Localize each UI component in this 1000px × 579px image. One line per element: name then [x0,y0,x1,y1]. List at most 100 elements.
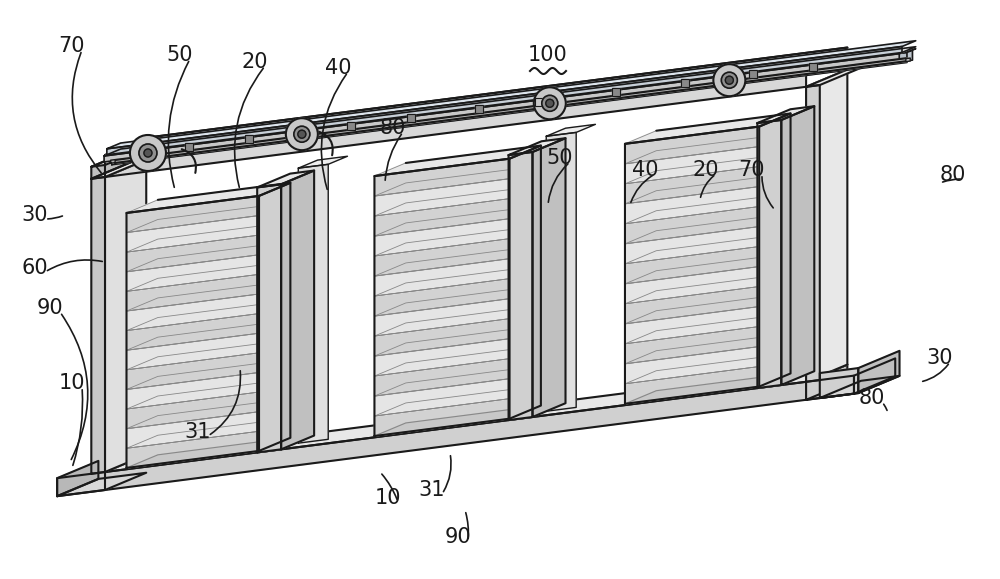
Polygon shape [374,266,541,296]
Polygon shape [107,46,902,155]
Polygon shape [259,379,290,412]
Polygon shape [625,294,791,324]
Polygon shape [759,294,791,327]
Polygon shape [510,206,541,239]
Polygon shape [625,127,759,164]
Polygon shape [374,206,541,236]
Polygon shape [820,368,858,398]
Polygon shape [510,145,541,179]
Polygon shape [510,306,541,339]
Polygon shape [374,239,510,276]
Polygon shape [126,431,259,468]
Polygon shape [281,171,314,449]
Circle shape [542,96,558,111]
Polygon shape [546,133,576,411]
Polygon shape [112,50,912,155]
Polygon shape [126,222,290,252]
Bar [347,122,355,130]
Polygon shape [105,47,847,155]
Polygon shape [298,156,347,168]
Polygon shape [374,399,510,436]
Text: 80: 80 [940,165,966,185]
Bar [407,114,415,122]
Polygon shape [298,164,328,443]
Polygon shape [806,85,820,382]
Bar [475,105,483,113]
Polygon shape [625,347,759,384]
Polygon shape [625,226,759,264]
Polygon shape [126,235,259,272]
Polygon shape [625,334,791,364]
Polygon shape [510,365,541,399]
Polygon shape [105,65,806,177]
Polygon shape [806,68,861,87]
Polygon shape [374,199,510,236]
Polygon shape [510,186,541,219]
Polygon shape [625,146,759,184]
Polygon shape [107,41,916,149]
Polygon shape [126,418,290,448]
Polygon shape [91,177,105,474]
Polygon shape [126,196,259,233]
Polygon shape [509,152,532,420]
Text: 30: 30 [927,348,953,368]
Polygon shape [510,285,541,318]
Polygon shape [759,233,791,266]
Polygon shape [806,69,847,382]
Polygon shape [126,215,259,252]
Polygon shape [759,193,791,226]
Bar [245,135,253,143]
Polygon shape [374,358,510,396]
Polygon shape [259,281,290,314]
Polygon shape [759,353,791,387]
Polygon shape [91,160,146,179]
Polygon shape [854,358,895,394]
Polygon shape [126,340,290,370]
Polygon shape [257,171,314,188]
Circle shape [713,64,745,96]
Polygon shape [374,346,541,376]
Polygon shape [374,145,541,176]
Polygon shape [625,306,759,344]
Polygon shape [625,207,759,244]
Polygon shape [117,49,916,152]
Polygon shape [112,53,907,165]
Polygon shape [510,346,541,379]
Bar [185,143,193,151]
Text: 100: 100 [528,45,568,65]
Polygon shape [126,372,259,409]
Polygon shape [625,153,791,184]
Bar [475,105,483,113]
Bar [612,88,620,96]
Polygon shape [259,261,290,294]
Polygon shape [374,365,541,396]
Polygon shape [759,313,791,347]
Polygon shape [146,47,847,160]
Polygon shape [126,255,259,291]
Polygon shape [104,47,916,156]
Polygon shape [625,233,791,264]
Polygon shape [806,376,854,400]
Polygon shape [374,186,541,216]
Polygon shape [57,472,146,496]
Polygon shape [374,325,541,356]
Polygon shape [374,226,541,256]
Circle shape [534,87,566,119]
Circle shape [144,149,152,157]
Polygon shape [546,124,595,136]
Polygon shape [374,386,541,416]
Polygon shape [259,320,290,353]
Text: 31: 31 [185,422,211,442]
Polygon shape [625,287,759,324]
Polygon shape [510,325,541,358]
Circle shape [286,118,318,150]
Polygon shape [625,214,791,244]
Polygon shape [111,58,906,163]
Text: 50: 50 [547,148,573,168]
Polygon shape [759,214,791,247]
Polygon shape [625,327,759,364]
Polygon shape [126,412,259,448]
Polygon shape [759,174,791,207]
Polygon shape [374,245,541,276]
Polygon shape [126,183,290,213]
